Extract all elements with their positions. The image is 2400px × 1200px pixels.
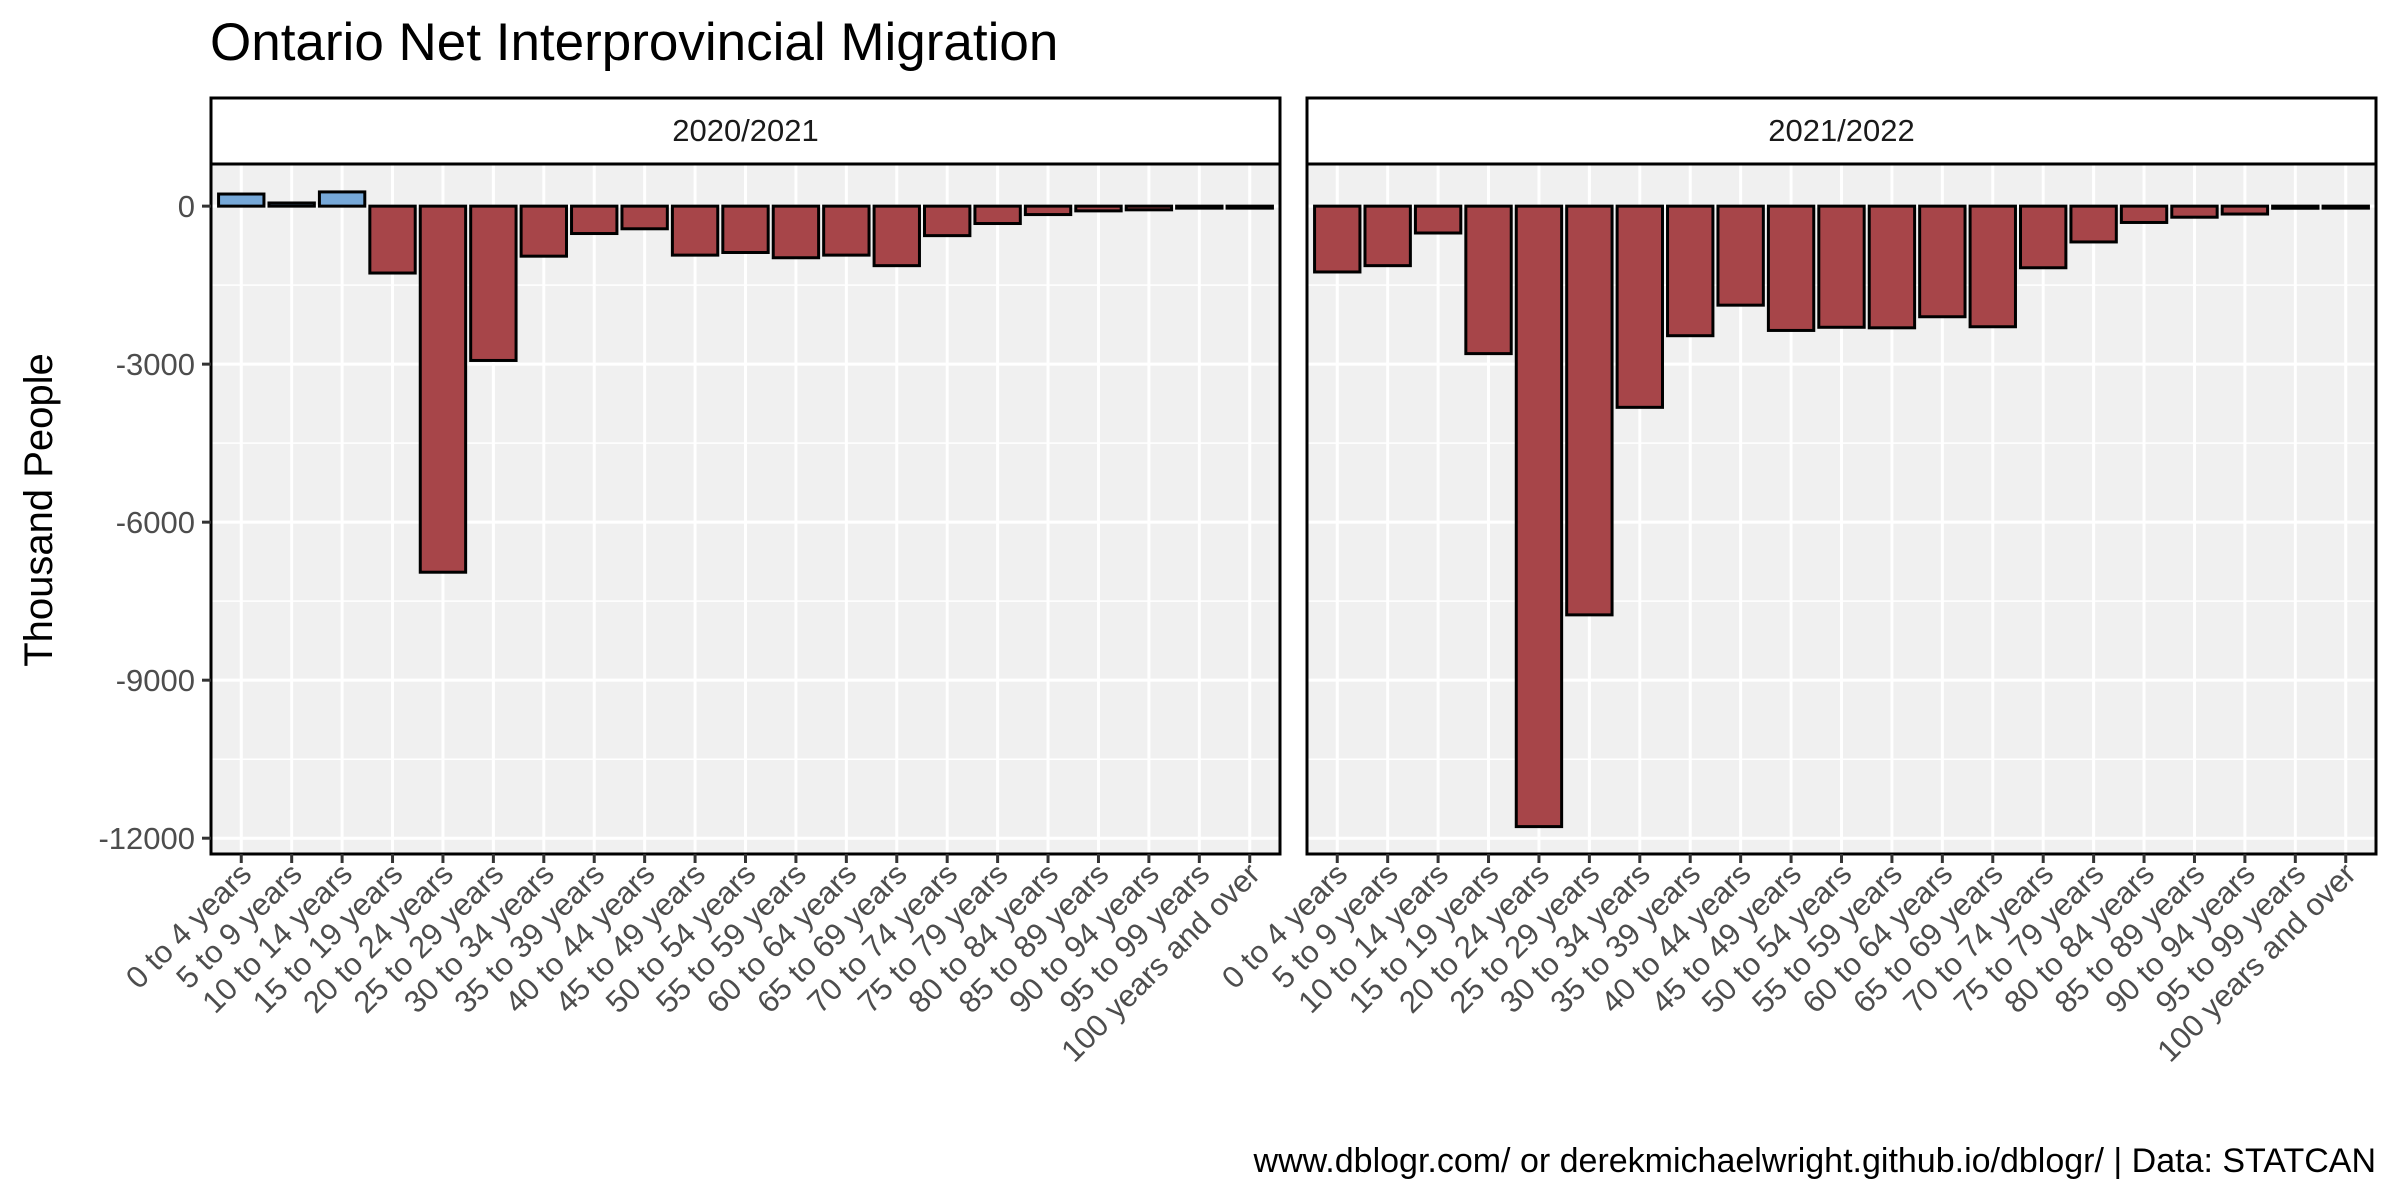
bar	[519, 204, 568, 258]
bar	[1514, 204, 1564, 829]
bar	[620, 204, 669, 231]
bar	[217, 192, 266, 208]
bar	[1225, 204, 1274, 210]
chart-title: Ontario Net Interprovincial Migration	[210, 13, 1058, 72]
bar	[923, 204, 972, 238]
bar	[1968, 204, 2017, 329]
bar	[771, 204, 821, 260]
bar	[2069, 204, 2118, 244]
bar	[1023, 204, 1073, 217]
bar	[872, 204, 921, 268]
bar	[1413, 204, 1463, 235]
bar	[721, 204, 770, 254]
bar	[2019, 204, 2068, 270]
bar	[267, 201, 316, 208]
panel-strip	[209, 96, 1282, 166]
y-tick-label: -6000	[116, 505, 195, 540]
panel-strip-label: 2021/2022	[1768, 113, 1915, 148]
bar	[570, 204, 619, 236]
bar	[1867, 204, 1917, 330]
bar	[1175, 204, 1224, 210]
bar	[317, 190, 367, 208]
bar	[469, 204, 518, 362]
bar	[1666, 204, 1715, 338]
y-tick-label: -12000	[98, 821, 195, 856]
bar	[1313, 204, 1362, 274]
bar	[1124, 204, 1174, 212]
bar	[2271, 204, 2320, 210]
y-tick-label: 0	[178, 189, 195, 224]
y-tick-label: -3000	[116, 347, 195, 382]
y-tick-label: -9000	[116, 663, 195, 698]
bar	[1766, 204, 1816, 332]
bar	[2220, 204, 2270, 216]
bar	[418, 204, 468, 574]
bar	[1716, 204, 1765, 307]
bar	[2170, 204, 2219, 219]
bar	[1363, 204, 1412, 268]
bar	[1464, 204, 1513, 356]
panel-strip	[1305, 96, 2378, 166]
y-axis-label: Thousand People	[17, 353, 61, 667]
panel-strip-label: 2020/2021	[672, 113, 819, 148]
bar	[670, 204, 720, 257]
bar	[973, 204, 1022, 226]
caption: www.dblogr.com/ or derekmichaelwright.gi…	[1253, 1142, 2376, 1180]
bar	[2321, 204, 2370, 210]
bar	[822, 204, 871, 257]
bar	[2119, 204, 2169, 224]
bar	[368, 204, 417, 275]
bar	[1565, 204, 1614, 617]
bar	[1074, 204, 1123, 213]
bar	[1615, 204, 1664, 409]
bar	[1918, 204, 1967, 319]
bar	[1817, 204, 1866, 329]
